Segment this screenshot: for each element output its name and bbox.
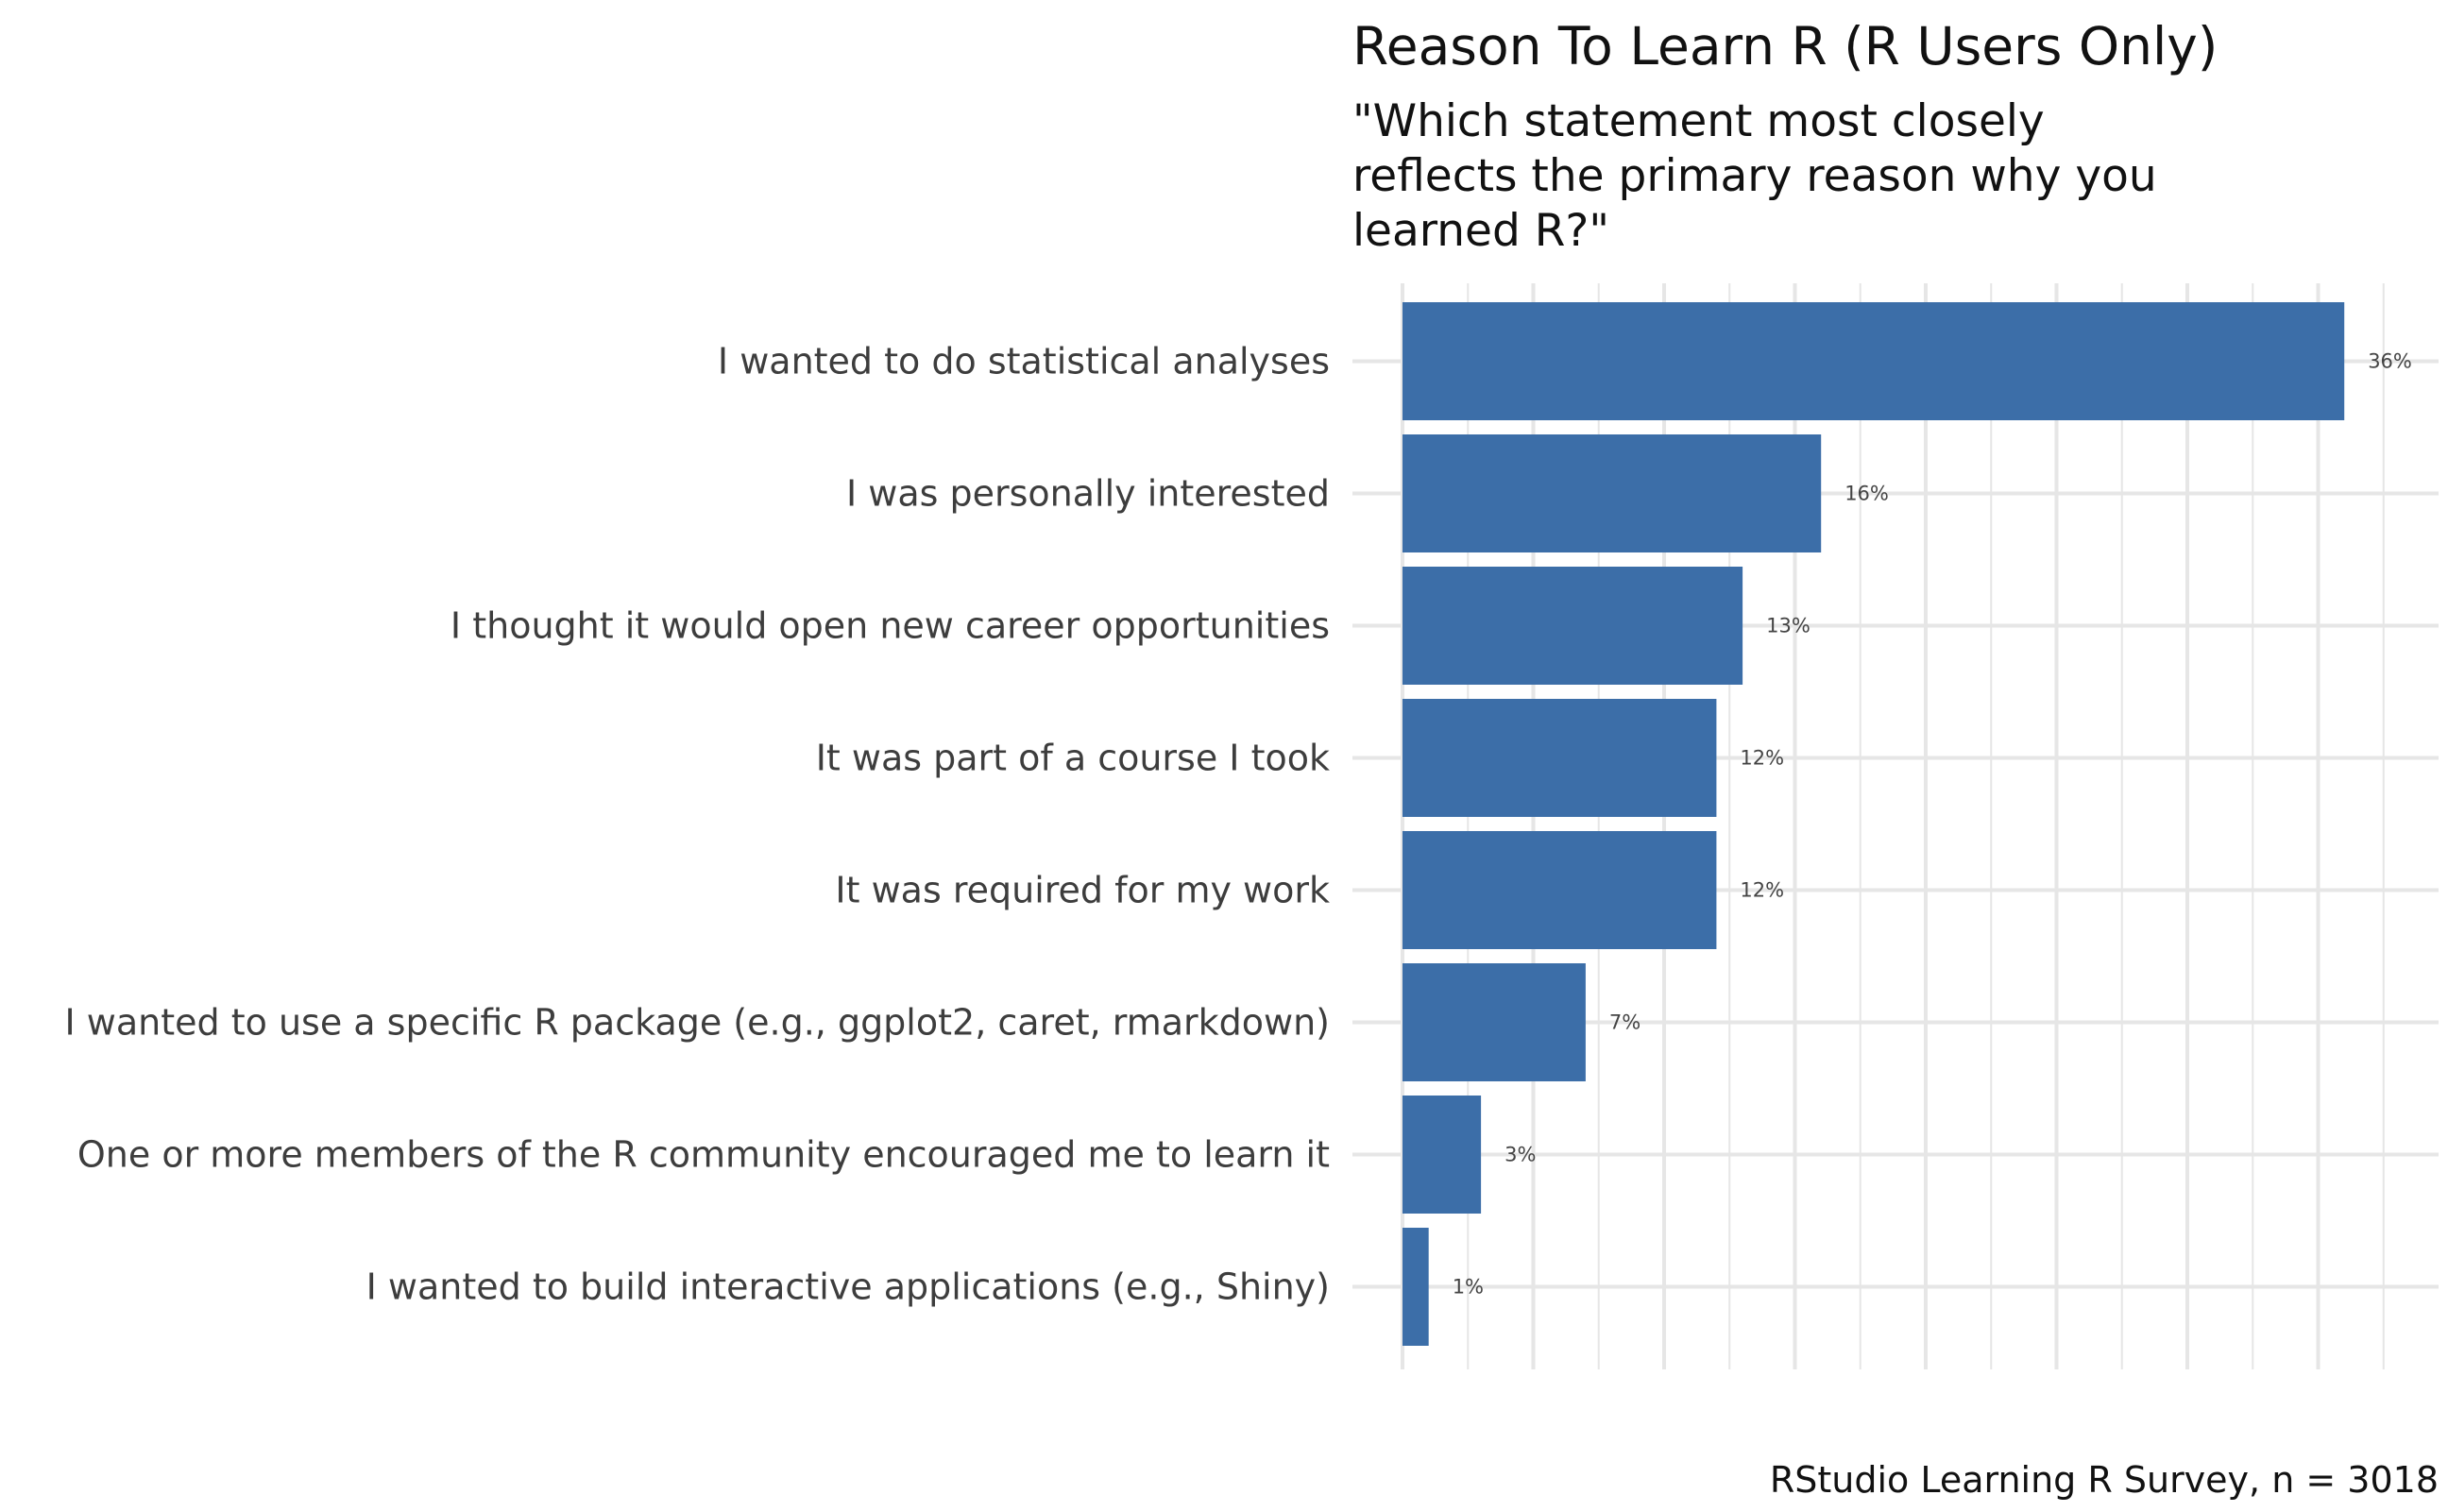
category-label: I thought it would open new career oppor… [450, 605, 1330, 647]
bars [1402, 302, 2345, 1346]
data-label: 7% [1609, 1011, 1640, 1034]
bar [1402, 302, 2345, 420]
bar [1402, 434, 1822, 552]
category-labels: I wanted to do statistical analyses I was… [65, 341, 1330, 1308]
bar [1402, 1096, 1482, 1214]
chart-subtitle-line-3: learned R?" [1352, 205, 1609, 257]
category-label: I was personally interested [846, 473, 1330, 515]
bar [1402, 963, 1586, 1081]
category-label: It was part of a course I took [816, 738, 1330, 779]
chart-title: Reason To Learn R (R Users Only) [1352, 16, 2218, 76]
category-label: I wanted to use a specific R package (e.… [65, 1002, 1330, 1044]
category-label: One or more members of the R community e… [77, 1134, 1330, 1176]
value-labels: 36% 16% 13% 12% 12% 7% 3% 1% [1453, 350, 2412, 1299]
chart-subtitle-line-1: "Which statement most closely [1352, 95, 2045, 147]
bar [1402, 831, 1717, 949]
data-label: 12% [1740, 747, 1784, 770]
chart-subtitle-line-2: reflects the primary reason why you [1352, 150, 2157, 202]
data-label: 1% [1453, 1276, 1484, 1299]
category-label: I wanted to build interactive applicatio… [366, 1266, 1330, 1308]
bar [1402, 567, 1743, 685]
data-label: 12% [1740, 879, 1784, 902]
chart-caption: RStudio Learning R Survey, n = 3018 [1770, 1459, 2439, 1501]
data-label: 13% [1766, 615, 1810, 637]
category-label: I wanted to do statistical analyses [718, 341, 1330, 382]
data-label: 36% [2368, 350, 2412, 373]
data-label: 3% [1504, 1144, 1536, 1166]
bar [1402, 1228, 1429, 1346]
bar [1402, 699, 1717, 817]
category-label: It was required for my work [835, 870, 1330, 911]
data-label: 16% [1844, 483, 1889, 505]
